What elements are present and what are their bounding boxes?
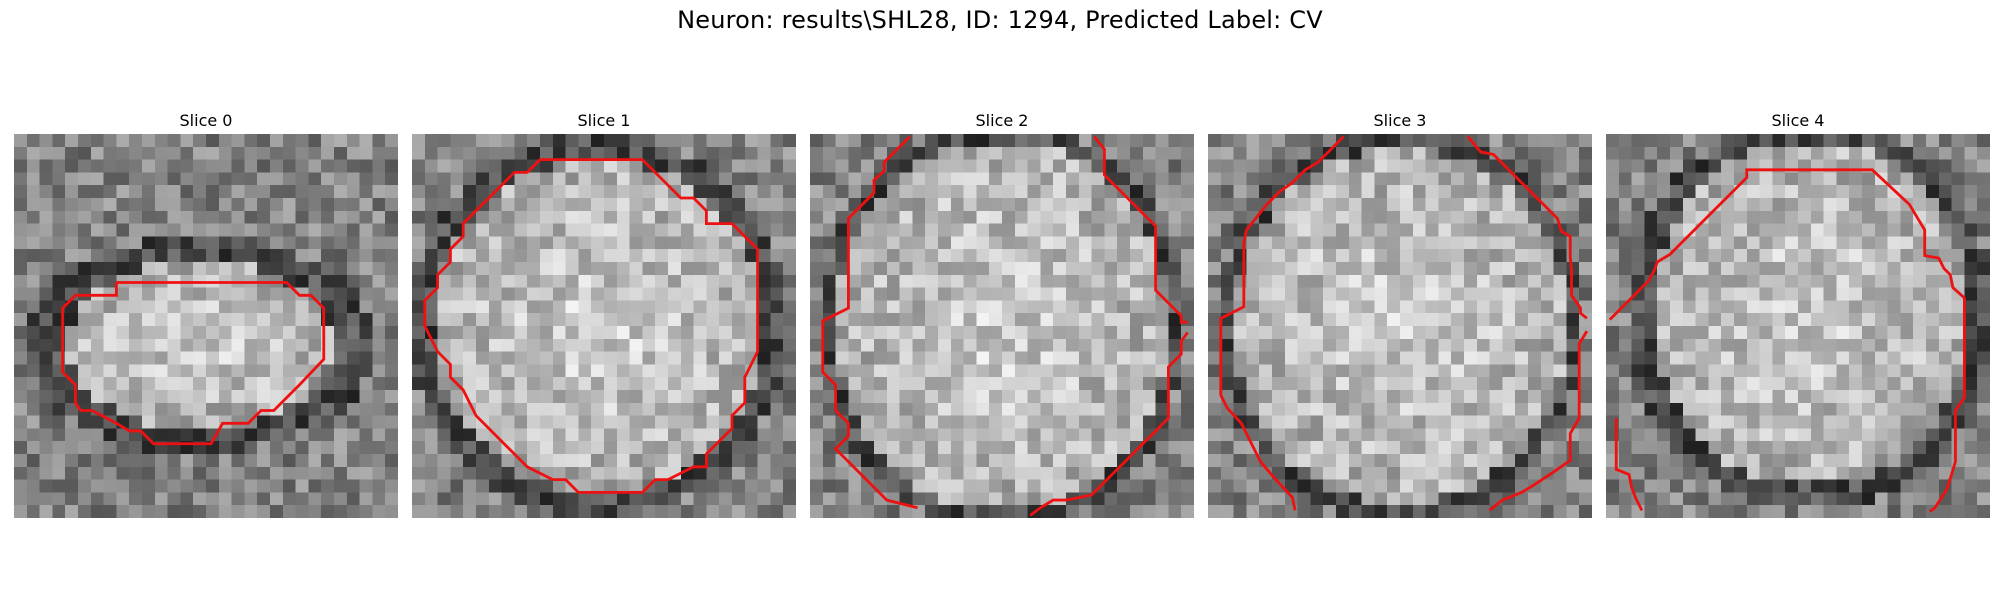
segmentation-contour bbox=[1466, 135, 1588, 320]
grayscale-pixels bbox=[1606, 134, 1990, 518]
slice-image bbox=[810, 134, 1194, 518]
grayscale-pixels bbox=[412, 134, 796, 518]
segmentation-contour bbox=[1608, 168, 1966, 513]
segmentation-contour bbox=[1488, 330, 1589, 512]
slice-panel-4: Slice 4 bbox=[1606, 108, 1990, 518]
slice-title: Slice 1 bbox=[577, 111, 631, 130]
segmentation-contour bbox=[1029, 331, 1189, 517]
figure-title: Neuron: results\SHL28, ID: 1294, Predict… bbox=[677, 6, 1323, 34]
segmentation-contour bbox=[1093, 135, 1188, 324]
slice-title: Slice 3 bbox=[1373, 111, 1427, 130]
grayscale-pixels bbox=[810, 134, 1194, 518]
segmentation-contour bbox=[1219, 135, 1345, 511]
slice-panel-1: Slice 1 bbox=[412, 108, 796, 518]
segmentation-contour bbox=[61, 281, 326, 446]
slice-image bbox=[1208, 134, 1592, 518]
slice-panel-0: Slice 0 bbox=[14, 108, 398, 518]
segmentation-contour bbox=[1614, 418, 1644, 511]
slice-title: Slice 4 bbox=[1771, 111, 1825, 130]
slice-image bbox=[1606, 134, 1990, 518]
slice-panel-2: Slice 2 bbox=[810, 108, 1194, 518]
slice-panel-3: Slice 3 bbox=[1208, 108, 1592, 518]
grayscale-pixels bbox=[14, 134, 398, 518]
slice-image bbox=[14, 134, 398, 518]
slice-image bbox=[412, 134, 796, 518]
slice-title: Slice 0 bbox=[179, 111, 233, 130]
segmentation-contour bbox=[423, 158, 760, 494]
segmentation-contour bbox=[821, 135, 918, 510]
slice-title: Slice 2 bbox=[975, 111, 1029, 130]
grayscale-pixels bbox=[1208, 134, 1592, 518]
